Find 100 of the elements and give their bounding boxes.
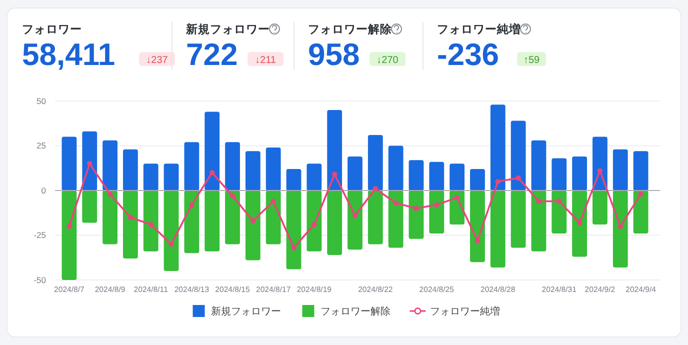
point	[66, 224, 72, 229]
y-tick-label: 25	[36, 140, 46, 151]
y-tick-label: -25	[34, 230, 46, 240]
bar	[286, 190, 302, 270]
point	[434, 202, 440, 208]
bar	[368, 190, 383, 244]
bar	[408, 160, 424, 190]
point	[597, 168, 603, 174]
bar	[572, 190, 588, 257]
bar	[102, 190, 118, 244]
point	[393, 200, 398, 206]
bar	[552, 190, 567, 234]
point	[148, 222, 154, 228]
bar	[368, 135, 383, 190]
bar	[327, 110, 342, 190]
point	[618, 224, 623, 229]
bar	[388, 146, 404, 190]
bar	[552, 158, 567, 190]
text: 958	[308, 37, 360, 72]
text: 58,411	[22, 37, 116, 72]
bar	[266, 190, 281, 244]
bar	[408, 190, 424, 239]
point	[352, 212, 358, 218]
bar	[348, 156, 362, 190]
bar	[306, 164, 322, 190]
bar	[62, 190, 77, 280]
text: 新規フォロワー	[185, 22, 270, 36]
bar	[429, 190, 444, 234]
bar	[327, 190, 342, 255]
bar	[204, 190, 220, 252]
bar	[470, 190, 485, 262]
bar	[245, 190, 260, 260]
text: ↓270	[376, 55, 399, 66]
point	[291, 245, 296, 250]
bar	[143, 164, 158, 190]
bar	[306, 190, 322, 252]
bar	[122, 149, 138, 190]
point	[230, 193, 236, 198]
bar	[286, 169, 302, 190]
point	[270, 198, 276, 204]
bar	[122, 190, 138, 259]
bar	[204, 112, 220, 190]
text: フォロワー純増	[437, 22, 521, 36]
text: ↓211	[255, 55, 276, 66]
point	[372, 186, 378, 192]
bar	[510, 190, 526, 248]
bar	[612, 149, 628, 190]
text: フォロワー	[22, 24, 82, 36]
bar	[82, 131, 98, 190]
bar	[429, 162, 444, 190]
bar	[531, 140, 546, 190]
point	[495, 178, 500, 184]
bar	[184, 142, 200, 190]
point	[168, 242, 174, 247]
point	[312, 222, 317, 228]
bar	[266, 148, 281, 190]
point	[87, 161, 92, 166]
text: 722	[186, 37, 238, 72]
bar	[572, 156, 588, 190]
point	[250, 218, 256, 224]
point	[516, 175, 521, 181]
legend-label: フォロワー解除	[320, 306, 390, 318]
bar	[612, 190, 628, 268]
point	[210, 170, 215, 176]
point	[107, 191, 113, 197]
point	[189, 202, 194, 208]
bar	[102, 140, 118, 190]
text: フォロワー解除	[308, 22, 393, 36]
bar	[164, 164, 179, 190]
bar	[510, 120, 526, 190]
bar	[245, 151, 260, 190]
bar	[531, 190, 546, 252]
point	[414, 206, 419, 211]
point	[332, 172, 338, 177]
bar	[490, 104, 506, 190]
legend-label: フォロワー純増	[430, 306, 500, 318]
point	[454, 195, 460, 200]
bar	[143, 190, 158, 252]
bar	[490, 190, 506, 268]
point	[576, 220, 582, 226]
point	[536, 198, 542, 204]
bar	[225, 142, 240, 190]
y-tick-label: 0	[41, 185, 46, 196]
bar	[633, 190, 648, 234]
bar	[164, 190, 179, 272]
bar	[184, 190, 200, 254]
bar	[62, 136, 77, 190]
bar	[388, 190, 404, 248]
point	[474, 238, 480, 244]
bar	[348, 190, 362, 250]
point	[128, 214, 134, 220]
bar	[470, 169, 485, 190]
bar	[82, 190, 98, 223]
bar	[450, 164, 465, 190]
legend-label: 新規フォロワー	[210, 306, 281, 318]
text: -236	[437, 37, 500, 72]
bar	[592, 190, 608, 225]
point	[638, 191, 644, 197]
text: ↑59	[523, 55, 540, 66]
bar	[633, 151, 648, 190]
